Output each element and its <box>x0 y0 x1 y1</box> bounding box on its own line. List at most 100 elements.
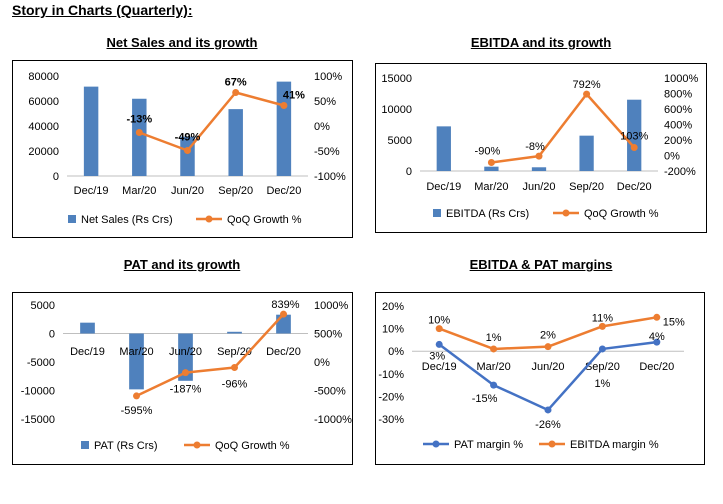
legend-label: EBITDA (Rs Crs) <box>446 208 529 220</box>
legend-marker <box>193 441 201 449</box>
left-axis-tick-label: -30% <box>378 414 404 426</box>
chart-svg-pat: -15000 -10000 -5000 0 5000 -1000% -500% 0% 500% 1… <box>21 299 352 452</box>
category-label: Dec/20 <box>639 361 674 373</box>
category-label: Dec/19 <box>426 181 461 193</box>
data-point <box>182 369 189 377</box>
series-line-1 <box>491 92 636 164</box>
data-point <box>184 147 191 154</box>
left-axis-tick-label: -10% <box>378 369 404 381</box>
category-label: Dec/20 <box>266 185 301 197</box>
left-axis-tick-label: -20% <box>378 391 404 403</box>
right-axis-tick-label: 0% <box>314 357 330 369</box>
data-label: -8% <box>525 141 545 153</box>
legend-marker <box>562 209 570 217</box>
data-label: 15% <box>663 316 685 328</box>
legend-swatch-bar <box>68 215 76 223</box>
right-axis-tick-label: 1000% <box>314 300 348 312</box>
data-point <box>544 406 552 414</box>
data-point <box>280 102 288 109</box>
left-axis-tick-label: 40000 <box>28 121 59 133</box>
legend-swatch-bar <box>81 441 89 449</box>
legend-marker <box>205 215 213 223</box>
category-label: Sep/20 <box>217 346 252 358</box>
data-point <box>135 129 143 136</box>
chart-ebitda: 0 5000 10000 15000 -200% 0% 200% 400% 600% 800% 10… <box>375 63 707 233</box>
category-label: Jun/20 <box>522 181 555 193</box>
data-label: 792% <box>573 79 601 91</box>
series-line-1 <box>135 313 285 398</box>
legend-label: PAT (Rs Crs) <box>94 440 158 452</box>
bar-Dec-19 <box>83 86 99 176</box>
right-axis-tick-label: 200% <box>664 135 692 147</box>
data-point <box>232 89 240 96</box>
category-label: Mar/20 <box>119 346 153 358</box>
data-point <box>231 363 238 371</box>
category-label: Dec/20 <box>617 181 652 193</box>
left-axis-tick-label: 20000 <box>28 146 59 158</box>
category-label: Sep/20 <box>569 181 604 193</box>
bar-Sep-20 <box>579 135 594 171</box>
bar-Sep-20 <box>227 331 242 334</box>
right-axis-tick-label: -100% <box>314 171 346 183</box>
category-label: Jun/20 <box>531 361 564 373</box>
data-label: -26% <box>535 419 561 431</box>
data-label: 4% <box>649 331 665 343</box>
left-axis-tick-label: -5000 <box>27 357 55 369</box>
left-axis-tick-label: 0% <box>388 346 404 358</box>
legend-label: QoQ Growth % <box>227 214 302 226</box>
data-point <box>490 381 498 389</box>
data-label: 1% <box>486 332 502 344</box>
chart-pat: -15000 -10000 -5000 0 5000 -1000% -500% 0% 500% 1… <box>12 292 353 465</box>
right-axis-tick-label: 600% <box>664 104 692 116</box>
data-label: -90% <box>475 145 501 157</box>
page-heading: Story in Charts (Quarterly): <box>12 2 193 18</box>
legend-label: QoQ Growth % <box>584 208 659 220</box>
data-point <box>133 392 140 400</box>
left-axis-tick-label: -10000 <box>21 386 55 398</box>
data-point <box>583 90 591 98</box>
data-label: 10% <box>428 315 450 327</box>
chart-svg-margins: -30% -20% -10% 0% 10% 20% Dec/19 Mar/20 Jun/20 Se… <box>378 301 685 451</box>
data-label: 11% <box>592 312 613 324</box>
left-axis-tick-label: 10000 <box>381 104 412 116</box>
right-axis-tick-label: 400% <box>664 120 692 132</box>
data-point <box>487 158 495 166</box>
left-axis-tick-label: 15000 <box>381 73 412 85</box>
left-axis-tick-label: 10% <box>382 324 404 336</box>
left-axis-tick-label: 80000 <box>28 71 59 83</box>
right-axis-tick-label: -200% <box>664 166 696 178</box>
right-axis-tick-label: 50% <box>314 96 336 108</box>
legend-label: Net Sales (Rs Crs) <box>81 214 173 226</box>
data-point <box>435 325 443 333</box>
data-point <box>544 343 552 351</box>
chart-title-ebitda: EBITDA and its growth <box>470 35 612 50</box>
left-axis-tick-label: 5000 <box>388 135 412 147</box>
series-line-1 <box>138 91 285 152</box>
data-point <box>280 310 287 318</box>
legend-marker <box>432 440 440 448</box>
category-label: Dec/19 <box>422 361 457 373</box>
data-point <box>653 313 661 321</box>
data-point <box>598 322 606 330</box>
bar-Dec-19 <box>80 322 95 334</box>
left-axis-tick-label: 0 <box>49 329 55 341</box>
category-label: Sep/20 <box>585 361 620 373</box>
right-axis-tick-label: 0% <box>664 151 680 163</box>
data-label: 1% <box>594 378 610 390</box>
category-label: Mar/20 <box>122 185 156 197</box>
bar-Jun-20 <box>531 167 547 171</box>
data-label: -49% <box>175 132 201 144</box>
right-axis-tick-label: 0% <box>314 121 330 133</box>
category-label: Mar/20 <box>474 181 508 193</box>
chart-title-margins: EBITDA & PAT margins <box>469 257 613 272</box>
data-label: 41% <box>283 90 305 102</box>
right-axis-tick-label: 100% <box>314 71 342 83</box>
data-point <box>653 338 661 346</box>
data-point <box>630 144 638 152</box>
legend-marker <box>548 440 556 448</box>
left-axis-tick-label: 20% <box>382 301 404 313</box>
legend-label: EBITDA margin % <box>570 439 659 451</box>
bar-Mar-20 <box>129 333 144 390</box>
legend-label: PAT margin % <box>454 439 523 451</box>
data-label: 67% <box>225 77 247 89</box>
